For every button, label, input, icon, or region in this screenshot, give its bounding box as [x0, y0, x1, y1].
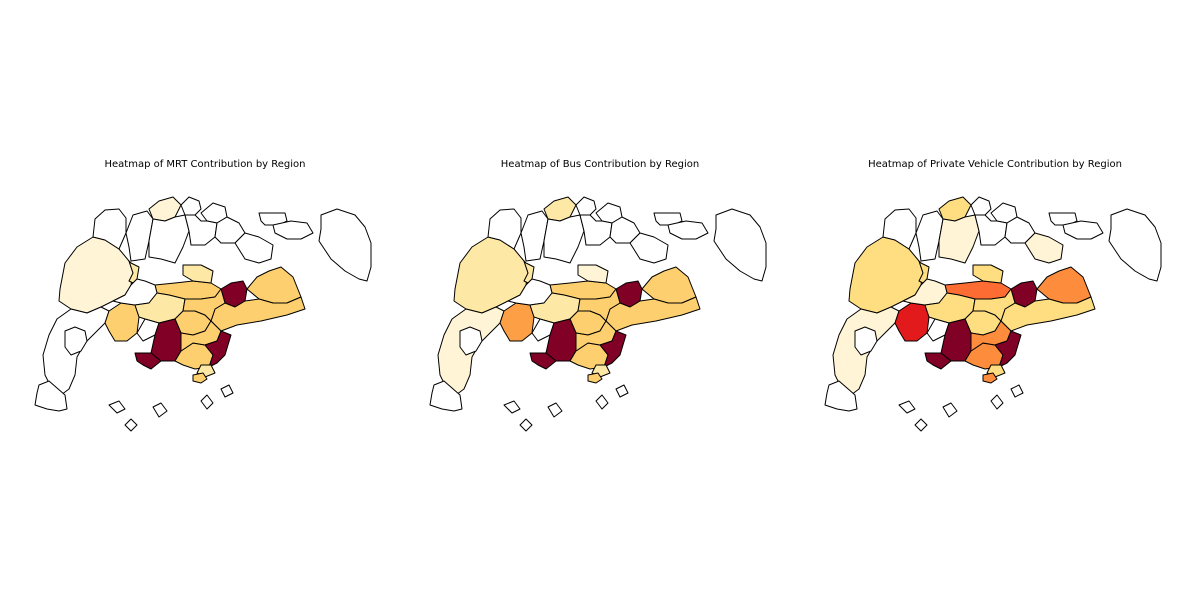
region-c-bukit-timah — [577, 288, 621, 322]
region-map — [429, 196, 767, 432]
region-w-western-islands — [64, 326, 88, 356]
region-e-changi-bay — [1108, 208, 1162, 282]
panel-private-vehicle: Heatmap of Private Vehicle Contribution … — [815, 155, 1175, 432]
region-map — [34, 196, 372, 432]
region-n-kranji — [92, 208, 127, 250]
region-c-queenstown — [924, 352, 952, 370]
region-ne-islands — [272, 220, 314, 240]
region-c-queenstown — [529, 352, 557, 370]
region-n-kranji — [882, 208, 917, 250]
region-ne-sengkang — [148, 214, 190, 264]
region-n-sembawang — [575, 196, 597, 216]
region-w-bukit-batok — [894, 302, 930, 342]
region-e-pasir-ris — [629, 232, 669, 264]
region-w-bukit-panjang — [112, 278, 158, 306]
region-ne-sengkang — [938, 214, 980, 264]
region-e-tampines — [1036, 266, 1092, 304]
region-e-pasir-ris — [234, 232, 274, 264]
region-s-islets — [108, 384, 234, 432]
region-s-southern-islands — [192, 372, 208, 384]
region-c-bukit-timah — [972, 288, 1016, 322]
panel-title: Heatmap of Private Vehicle Contribution … — [868, 159, 1122, 170]
region-e-tampines — [641, 266, 697, 304]
region-s-islets — [503, 384, 629, 432]
region-n-sembawang — [970, 196, 992, 216]
panel-title: Heatmap of Bus Contribution by Region — [500, 159, 700, 170]
region-c-bukit-timah — [182, 288, 226, 322]
region-w-tuas — [429, 380, 463, 412]
region-c-downtown — [599, 330, 627, 368]
region-e-changi-bay — [713, 208, 767, 282]
region-c-novena — [577, 264, 609, 284]
region-n-kranji — [487, 208, 522, 250]
region-e-changi-bay — [318, 208, 372, 282]
region-w-tuas — [824, 380, 858, 412]
panel-bus: Heatmap of Bus Contribution by Region — [420, 155, 780, 432]
region-c-queenstown — [134, 352, 162, 370]
region-ne-islands — [667, 220, 709, 240]
region-w-bukit-batok — [499, 302, 535, 342]
region-w-bukit-panjang — [902, 278, 948, 306]
panel-title: Heatmap of MRT Contribution by Region — [104, 159, 306, 170]
region-ne-islands — [1062, 220, 1104, 240]
region-n-sembawang — [180, 196, 202, 216]
region-s-southern-islands — [982, 372, 998, 384]
region-e-tampines — [246, 266, 302, 304]
region-map — [824, 196, 1162, 432]
region-ne-sengkang — [543, 214, 585, 264]
region-w-bukit-batok — [104, 302, 140, 342]
region-c-novena — [972, 264, 1004, 284]
region-s-islets — [898, 384, 1024, 432]
region-w-bukit-panjang — [507, 278, 553, 306]
region-w-tuas — [34, 380, 68, 412]
panel-mrt: Heatmap of MRT Contribution by Region — [25, 155, 385, 432]
region-e-pasir-ris — [1024, 232, 1064, 264]
region-c-novena — [182, 264, 214, 284]
region-c-downtown — [204, 330, 232, 368]
region-c-downtown — [994, 330, 1022, 368]
region-s-southern-islands — [587, 372, 603, 384]
region-w-western-islands — [459, 326, 483, 356]
region-w-western-islands — [854, 326, 878, 356]
